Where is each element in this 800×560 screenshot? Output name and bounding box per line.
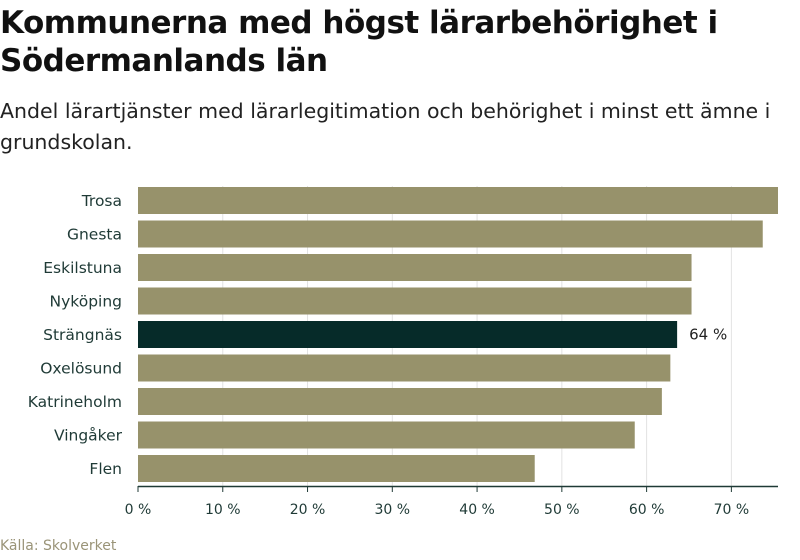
category-label: Nyköping <box>50 293 122 311</box>
bar-strängnäs <box>138 321 678 348</box>
category-label: Eskilstuna <box>43 259 122 277</box>
chart-subtitle: Andel lärartjänster med lärarlegitimatio… <box>0 99 771 154</box>
category-label: Katrineholm <box>28 393 122 411</box>
category-labels: Trosa Gnesta Eskilstuna Nyköping Strängnäs 64… <box>28 192 727 478</box>
x-tick-label: 40 % <box>459 502 495 518</box>
x-tick-label: 50 % <box>544 502 580 518</box>
chart-title: Kommunerna med högst lärarbehörighet i S… <box>0 5 718 79</box>
category-label: Gnesta <box>67 226 122 244</box>
bar-katrineholm <box>138 388 662 415</box>
bar-eskilstuna <box>138 254 692 281</box>
bar-vingåker <box>138 421 635 449</box>
bars <box>138 187 778 482</box>
x-tick-label: 10 % <box>205 502 241 518</box>
data-label: 64 % <box>689 326 727 344</box>
x-tick-label: 60 % <box>629 502 665 518</box>
source-note: Källa: Skolverket <box>0 538 117 554</box>
x-axis: 0 % 10 % 20 % 30 % 40 % 50 % 60 % 70 % <box>125 485 778 518</box>
x-tick-label: 30 % <box>375 502 411 518</box>
x-tick-label: 20 % <box>290 502 326 518</box>
bar-flen <box>138 455 535 482</box>
category-label: Trosa <box>81 192 122 210</box>
bar-gnesta <box>138 220 763 248</box>
bar-oxelösund <box>138 354 671 382</box>
bar-nyköping <box>138 287 692 315</box>
x-tick-label: 70 % <box>714 502 750 518</box>
category-label: Flen <box>89 460 122 478</box>
category-label: Vingåker <box>54 427 123 445</box>
x-tick-label: 0 % <box>125 502 152 518</box>
bar-trosa <box>138 187 778 214</box>
category-label: Oxelösund <box>40 360 122 378</box>
category-label: Strängnäs <box>43 326 122 344</box>
